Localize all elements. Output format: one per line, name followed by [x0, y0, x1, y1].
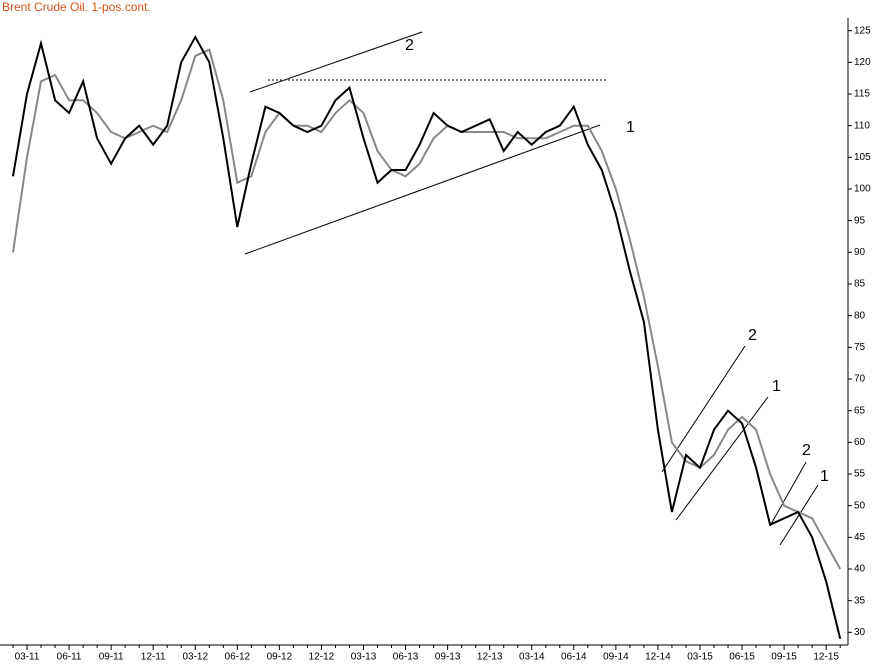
y-tick-label: 55	[854, 469, 866, 480]
y-tick-label: 50	[854, 500, 866, 511]
y-tick-label: 65	[854, 405, 866, 416]
y-tick-label: 105	[854, 152, 871, 163]
y-tick-label: 30	[854, 627, 866, 638]
price-line	[12, 34, 842, 639]
x-tick-label: 09-15	[771, 652, 797, 663]
annotation: 2	[748, 327, 757, 344]
y-tick-label: 80	[854, 310, 866, 321]
x-tick-label: 06-13	[393, 652, 419, 663]
y-tick-label: 115	[854, 89, 870, 100]
y-tick-label: 90	[854, 247, 866, 258]
price-line	[12, 48, 842, 570]
y-tick-label: 110	[854, 120, 870, 131]
x-tick-label: 12-13	[477, 652, 503, 663]
y-tick-label: 125	[854, 25, 871, 36]
y-tick-label: 70	[854, 374, 866, 385]
x-tick-label: 09-12	[267, 652, 293, 663]
x-tick-label: 12-15	[813, 652, 839, 663]
trend-line	[661, 345, 746, 473]
annotation: 2	[405, 37, 414, 54]
trend-line	[769, 461, 807, 527]
chart-title: Brent Crude Oil. 1-pos.cont.	[2, 0, 151, 14]
annotation: 1	[772, 378, 781, 395]
y-tick-label: 45	[854, 532, 866, 543]
x-tick-label: 03-12	[182, 652, 208, 663]
x-tick-label: 03-15	[687, 652, 713, 663]
annotation: 2	[802, 442, 811, 459]
annotation: 1	[820, 468, 829, 485]
y-tick-label: 100	[854, 184, 871, 195]
x-tick-label: 06-15	[729, 652, 755, 663]
x-tick-label: 12-14	[645, 652, 671, 663]
x-tick-label: 09-14	[603, 652, 629, 663]
trend-line	[244, 124, 601, 255]
x-tick-label: 06-14	[561, 652, 587, 663]
y-tick-label: 35	[854, 595, 866, 606]
x-tick-label: 06-12	[225, 652, 251, 663]
y-tick-label: 60	[854, 437, 866, 448]
x-tick-label: 03-14	[519, 652, 545, 663]
y-tick-label: 40	[854, 564, 866, 575]
x-tick-label: 06-11	[57, 652, 82, 663]
x-tick-label: 09-13	[435, 652, 461, 663]
trend-line	[249, 31, 423, 93]
trend-line	[675, 396, 769, 521]
x-tick-label: 12-11	[141, 652, 166, 663]
x-tick-label: 09-11	[99, 652, 124, 663]
x-tick-label: 03-11	[15, 652, 40, 663]
y-tick-label: 85	[854, 279, 866, 290]
x-tick-label: 03-13	[351, 652, 377, 663]
trend-lines	[244, 31, 819, 546]
y-tick-label: 75	[854, 342, 866, 353]
x-tick-label: 12-12	[309, 652, 335, 663]
annotation: 1	[626, 119, 635, 136]
y-tick-label: 120	[854, 57, 871, 68]
y-tick-label: 95	[854, 215, 866, 226]
